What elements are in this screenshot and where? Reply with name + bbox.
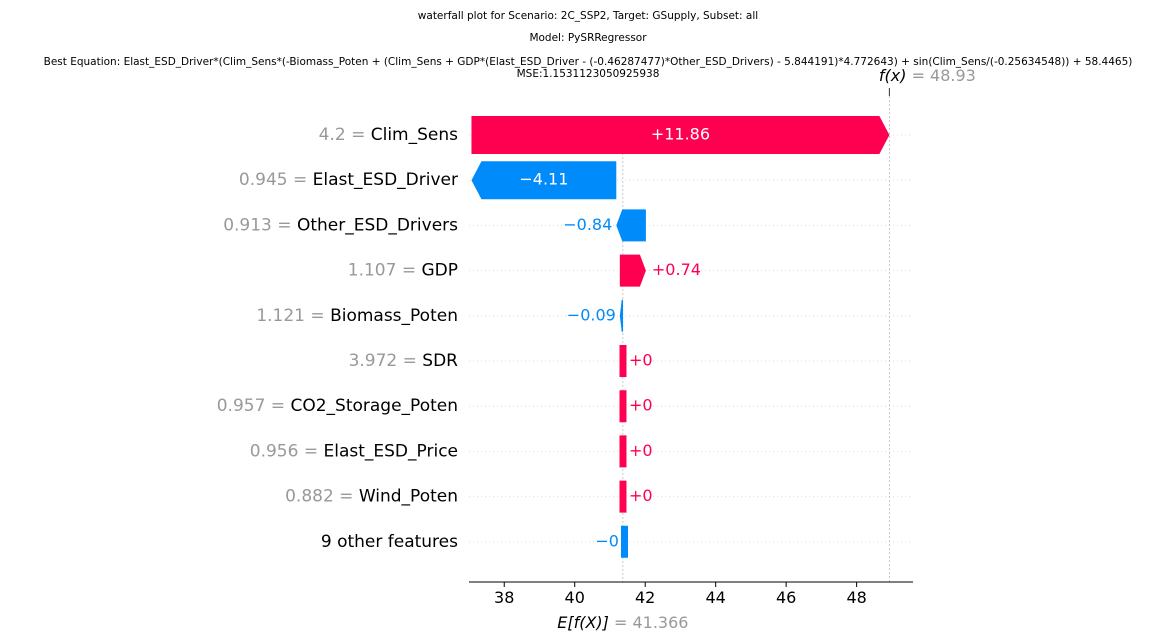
x-tick-label: 42 xyxy=(635,588,655,607)
feature-label: 0.882 = Wind_Poten xyxy=(285,487,458,507)
feature-label: 0.956 = Elast_ESD_Price xyxy=(250,441,458,461)
chart-title-line3: Best Equation: Elast_ESD_Driver*(Clim_Se… xyxy=(43,56,1133,68)
contribution-label: +0 xyxy=(629,351,653,370)
final-value-symbol: f(x) xyxy=(879,66,912,85)
contribution-label: +0.74 xyxy=(652,260,701,279)
bar-sdr xyxy=(619,345,627,377)
feature-name: 9 other features xyxy=(321,532,458,552)
feature-name: GDP xyxy=(421,261,458,281)
feature-value: 0.913 = xyxy=(223,215,297,235)
chart-title-line2: Model: PySRRegressor xyxy=(529,32,647,44)
x-tick-label: 48 xyxy=(846,588,866,607)
contribution-label: −0.84 xyxy=(563,215,612,234)
feature-value: 0.957 = xyxy=(217,396,291,416)
feature-label: 0.945 = Elast_ESD_Driver xyxy=(239,170,458,190)
feature-value: 0.956 = xyxy=(250,441,324,461)
contribution-label: +0 xyxy=(629,441,653,460)
final-value-number: = 48.93 xyxy=(912,66,976,85)
feature-name: Biomass_Poten xyxy=(330,306,458,326)
bar-clim_sens xyxy=(471,116,890,154)
feature-value: 3.972 = xyxy=(349,351,423,371)
feature-name: Wind_Poten xyxy=(359,487,458,507)
chart-title-line1: waterfall plot for Scenario: 2C_SSP2, Ta… xyxy=(417,10,759,22)
feature-label: 1.121 = Biomass_Poten xyxy=(256,306,458,326)
contribution-label: −0.09 xyxy=(567,305,616,324)
bar-other_esd_drivers xyxy=(616,209,646,242)
bar-gdp xyxy=(619,254,646,287)
x-tick-label: 44 xyxy=(705,588,725,607)
feature-name: Other_ESD_Drivers xyxy=(297,215,458,235)
base-value-number: = 41.366 xyxy=(614,613,688,632)
feature-label: 3.972 = SDR xyxy=(349,351,459,371)
x-tick-label: 46 xyxy=(776,588,796,607)
bar-biomass_poten xyxy=(619,299,623,332)
chart-title-line4: MSE:1.1531123050925938 xyxy=(516,68,660,80)
x-tick-label: 40 xyxy=(565,588,585,607)
feature-value: 1.121 = xyxy=(256,306,330,326)
feature-label: 4.2 = Clim_Sens xyxy=(319,125,458,145)
feature-label: 1.107 = GDP xyxy=(348,261,458,281)
bar-9-other-features xyxy=(620,525,628,558)
contribution-label: +0 xyxy=(629,486,653,505)
feature-value: 1.107 = xyxy=(348,261,422,281)
feature-label: 0.957 = CO2_Storage_Poten xyxy=(217,396,458,416)
feature-label: 9 other features xyxy=(321,532,458,552)
bar-co2_storage_poten xyxy=(619,390,627,423)
base-value-symbol: E[f(X)] xyxy=(557,613,614,632)
bar-wind_poten xyxy=(619,480,627,513)
x-tick-label: 38 xyxy=(494,588,514,607)
base-value-label: E[f(X)] = 41.366 xyxy=(557,613,688,632)
bar-elast_esd_price xyxy=(619,435,627,468)
bar-elast_esd_driver xyxy=(471,161,617,200)
feature-value: 4.2 = xyxy=(319,125,371,145)
contribution-label: −0 xyxy=(595,531,619,550)
feature-value: 0.882 = xyxy=(285,487,359,507)
feature-value: 0.945 = xyxy=(239,170,313,190)
contribution-label: −4.11 xyxy=(519,170,568,189)
feature-name: Clim_Sens xyxy=(371,125,458,145)
final-value-label: f(x) = 48.93 xyxy=(879,66,976,85)
feature-name: Elast_ESD_Driver xyxy=(313,170,458,190)
feature-label: 0.913 = Other_ESD_Drivers xyxy=(223,215,458,235)
feature-name: Elast_ESD_Price xyxy=(324,441,459,461)
contribution-label: +11.86 xyxy=(651,125,710,144)
contribution-label: +0 xyxy=(629,396,653,415)
feature-name: SDR xyxy=(422,351,458,371)
feature-name: CO2_Storage_Poten xyxy=(290,396,458,416)
